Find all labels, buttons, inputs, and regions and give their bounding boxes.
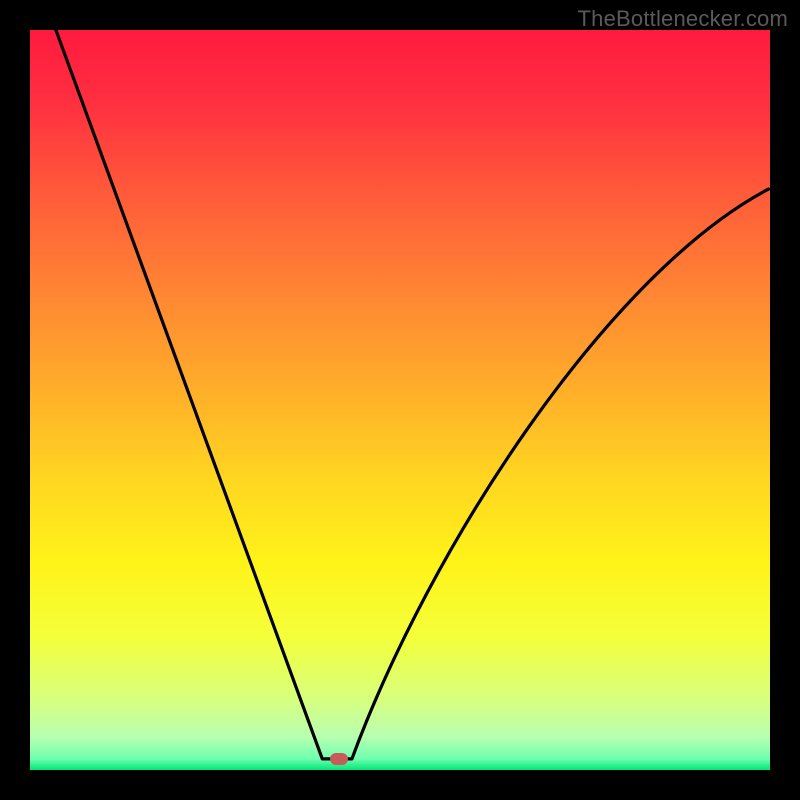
minimum-marker bbox=[330, 753, 348, 765]
chart-frame: TheBottlenecker.com bbox=[0, 0, 800, 800]
plot-background-gradient bbox=[30, 30, 770, 770]
watermark-text: TheBottlenecker.com bbox=[578, 6, 788, 32]
